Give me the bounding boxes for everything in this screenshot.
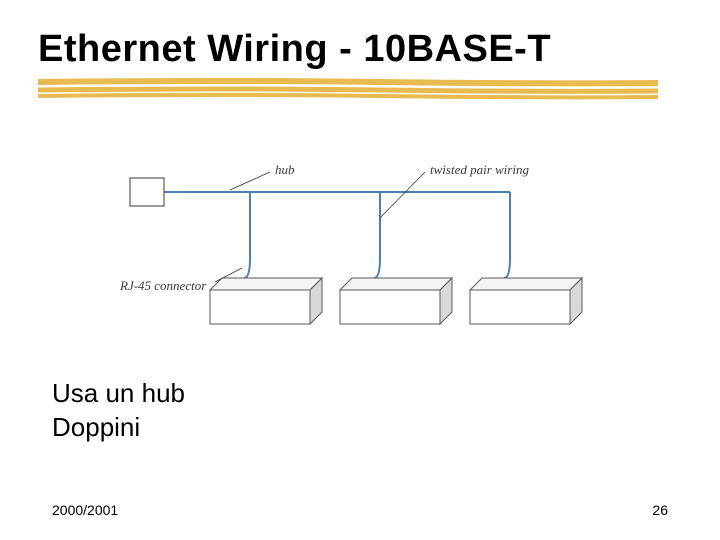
body-line-2: Doppini <box>52 412 140 443</box>
svg-text:twisted pair wiring: twisted pair wiring <box>430 162 529 177</box>
page-number: 26 <box>652 502 668 518</box>
network-diagram: hub twisted pair wiring RJ-45 connector <box>120 150 600 350</box>
svg-text:RJ-45 connector: RJ-45 connector <box>120 278 207 293</box>
diagram-svg: hub twisted pair wiring RJ-45 connector <box>120 150 600 350</box>
title-underline <box>38 78 658 102</box>
footer-date: 2000/2001 <box>52 502 118 518</box>
body-line-1: Usa un hub <box>52 378 185 409</box>
svg-text:hub: hub <box>275 162 295 177</box>
underline-svg <box>38 78 658 102</box>
slide-title: Ethernet Wiring - 10BASE-T <box>38 28 551 71</box>
